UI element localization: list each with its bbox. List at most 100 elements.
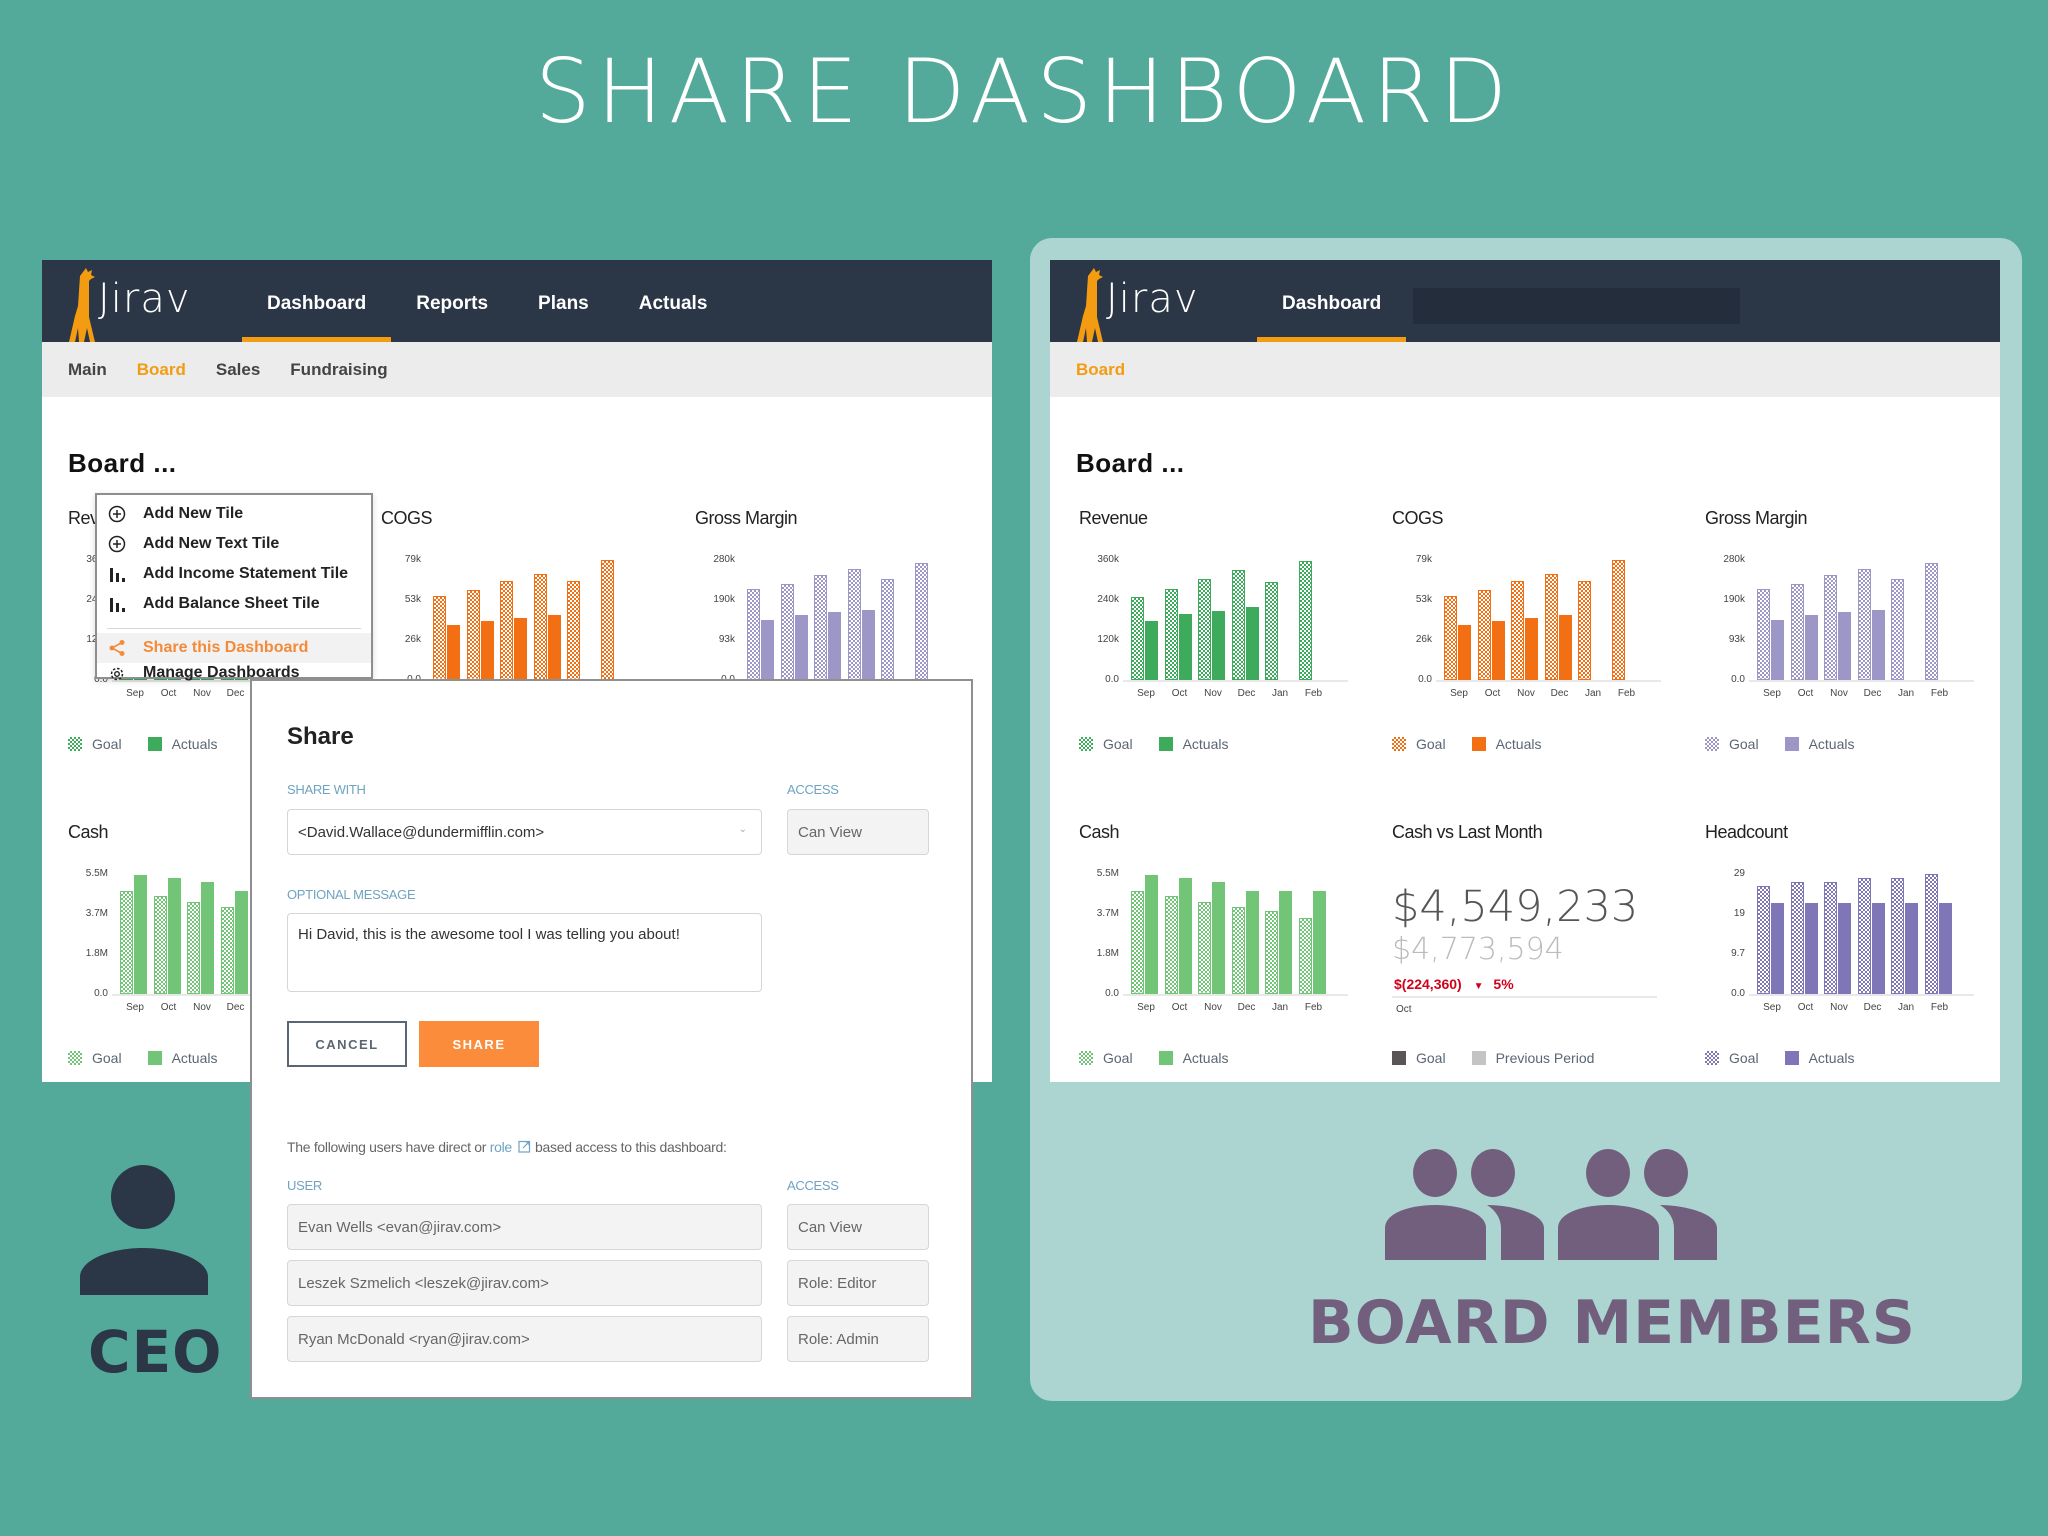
actuals-bar[interactable] (547, 614, 561, 680)
goal-bar[interactable] (567, 581, 580, 680)
goal-bar[interactable] (466, 590, 480, 680)
goal-bar[interactable] (1265, 582, 1278, 680)
goal-bar[interactable] (1757, 886, 1770, 994)
menu-add-income-statement-tile[interactable]: Add Income Statement Tile (97, 559, 371, 589)
actuals-bar[interactable] (1558, 614, 1572, 680)
actuals-bar[interactable] (1938, 902, 1952, 994)
goal-bar[interactable] (1131, 596, 1144, 680)
menu-share-dashboard[interactable]: Share this Dashboard (97, 633, 371, 663)
dashboard-title[interactable]: Board ... (68, 448, 177, 478)
role-link[interactable]: role (489, 1139, 512, 1155)
actuals-bar[interactable] (794, 614, 808, 680)
chevron-down-icon[interactable]: ⌄ (738, 824, 747, 835)
actuals-bar[interactable] (1145, 875, 1158, 994)
menu-add-balance-sheet-tile[interactable]: Add Balance Sheet Tile (97, 589, 371, 619)
actuals-bar[interactable] (447, 625, 460, 680)
goal-bar[interactable] (1231, 570, 1245, 680)
goal-bar[interactable] (220, 906, 234, 994)
goal-bar[interactable] (1824, 882, 1837, 994)
actuals-bar[interactable] (1212, 881, 1225, 994)
share-button[interactable]: SHARE (419, 1021, 539, 1067)
nav-reports[interactable]: Reports (416, 293, 489, 314)
goal-bar[interactable] (814, 575, 827, 680)
actuals-bar[interactable] (1178, 614, 1192, 680)
actuals-bar[interactable] (1838, 902, 1851, 994)
goal-bar[interactable] (1511, 581, 1524, 680)
actuals-bar[interactable] (167, 878, 181, 994)
actuals-bar[interactable] (234, 891, 248, 994)
menu-add-new-tile[interactable]: Add New Tile (97, 499, 371, 529)
goal-bar[interactable] (1790, 584, 1804, 680)
goal-bar[interactable] (1198, 902, 1211, 994)
nav-plans[interactable]: Plans (538, 293, 589, 314)
goal-bar[interactable] (1611, 560, 1625, 680)
goal-bar[interactable] (187, 902, 200, 994)
actuals-bar[interactable] (1178, 878, 1192, 994)
actuals-bar[interactable] (201, 881, 214, 994)
goal-bar[interactable] (500, 581, 513, 680)
actuals-bar[interactable] (1279, 891, 1292, 994)
actuals-bar[interactable] (1525, 617, 1538, 680)
tab-fundraising[interactable]: Fundraising (290, 359, 388, 379)
actuals-bar[interactable] (1245, 607, 1259, 680)
goal-bar[interactable] (1891, 578, 1904, 680)
goal-bar[interactable] (1578, 581, 1591, 680)
goal-bar[interactable] (1857, 569, 1871, 680)
jirav-logo-text[interactable]: Jirav (98, 276, 191, 322)
menu-manage-dashboards[interactable]: Manage Dashboards (97, 663, 371, 681)
nav-dashboard[interactable]: Dashboard (242, 260, 392, 342)
actuals-bar[interactable] (1145, 620, 1158, 680)
actuals-bar[interactable] (761, 620, 774, 680)
goal-bar[interactable] (433, 596, 446, 680)
goal-bar[interactable] (1757, 589, 1770, 680)
goal-bar[interactable] (1891, 878, 1904, 994)
actuals-bar[interactable] (480, 620, 494, 680)
tab-board[interactable]: Board (1076, 359, 1126, 379)
external-link-icon[interactable] (518, 1140, 531, 1153)
goal-bar[interactable] (881, 578, 894, 680)
actuals-bar[interactable] (1245, 891, 1259, 994)
tab-main[interactable]: Main (68, 359, 107, 379)
actuals-bar[interactable] (1905, 902, 1918, 994)
actuals-bar[interactable] (134, 875, 147, 994)
goal-bar[interactable] (1924, 562, 1938, 680)
goal-bar[interactable] (1444, 596, 1457, 680)
goal-bar[interactable] (1298, 917, 1312, 994)
goal-bar[interactable] (1544, 573, 1558, 680)
actuals-bar[interactable] (514, 617, 527, 680)
goal-bar[interactable] (1477, 590, 1491, 680)
goal-bar[interactable] (1857, 878, 1871, 994)
goal-bar[interactable] (533, 573, 547, 680)
actuals-bar[interactable] (1212, 610, 1225, 680)
goal-bar[interactable] (1164, 895, 1178, 994)
jirav-logo-text[interactable]: Jirav (1106, 276, 1199, 322)
goal-bar[interactable] (1298, 561, 1312, 680)
actuals-bar[interactable] (1871, 902, 1885, 994)
actuals-bar[interactable] (1312, 891, 1326, 994)
goal-bar[interactable] (914, 562, 928, 680)
actuals-bar[interactable] (1838, 612, 1851, 680)
actuals-bar[interactable] (1771, 902, 1784, 994)
nav-actuals[interactable]: Actuals (638, 293, 708, 314)
goal-bar[interactable] (600, 560, 614, 680)
goal-bar[interactable] (747, 589, 760, 680)
optional-message-textarea[interactable]: Hi David, this is the awesome tool I was… (287, 913, 762, 992)
tab-sales[interactable]: Sales (215, 359, 261, 379)
actuals-bar[interactable] (1491, 620, 1505, 680)
goal-bar[interactable] (847, 569, 861, 680)
tab-board[interactable]: Board (136, 359, 186, 379)
goal-bar[interactable] (120, 891, 133, 994)
cancel-button[interactable]: CANCEL (287, 1021, 407, 1067)
goal-bar[interactable] (1231, 906, 1245, 994)
goal-bar[interactable] (153, 895, 167, 994)
menu-add-new-text-tile[interactable]: Add New Text Tile (97, 529, 371, 559)
actuals-bar[interactable] (1771, 620, 1784, 680)
actuals-bar[interactable] (1804, 614, 1818, 680)
actuals-bar[interactable] (1804, 902, 1818, 994)
goal-bar[interactable] (1790, 882, 1804, 994)
share-with-select[interactable]: <David.Wallace@dundermifflin.com> ⌄ (287, 809, 762, 855)
actuals-bar[interactable] (828, 612, 841, 680)
goal-bar[interactable] (1164, 589, 1178, 680)
nav-dashboard[interactable]: Dashboard (1257, 260, 1407, 342)
goal-bar[interactable] (1198, 579, 1211, 680)
